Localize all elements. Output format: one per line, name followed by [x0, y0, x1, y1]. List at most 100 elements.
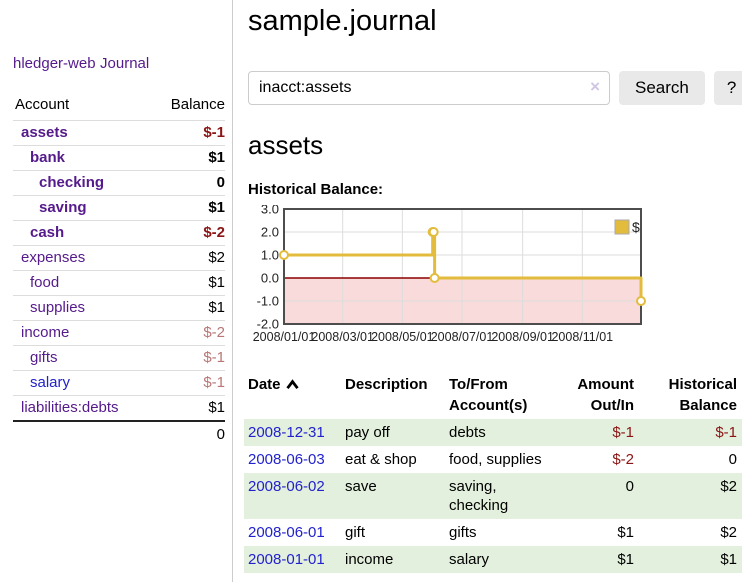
search-button[interactable]: Search: [619, 71, 705, 105]
cell-description: income: [345, 551, 394, 568]
x-tick-label: 2008/07/01: [431, 330, 494, 344]
y-tick-label: 3.0: [261, 205, 279, 217]
account-link-food[interactable]: food: [30, 274, 60, 291]
register-row: 2008-01-01 income salary $1 $1: [244, 546, 742, 573]
col-header-date[interactable]: Date: [244, 371, 345, 419]
accounts-total: 0: [13, 420, 225, 447]
y-tick-label: 1.0: [261, 248, 279, 263]
transaction-date-link[interactable]: 2008-01-01: [248, 551, 325, 568]
x-tick-label: 2008/05/01: [371, 330, 434, 344]
account-row: cash $-2: [13, 220, 225, 245]
account-balance: $-2: [203, 324, 225, 341]
cell-date: 2008-01-01: [244, 546, 345, 573]
account-row: checking 0: [13, 170, 225, 195]
account-row: assets $-1: [13, 120, 225, 145]
cell-accounts: saving, checking: [449, 478, 509, 514]
y-tick-label: -2.0: [257, 317, 279, 332]
page-title: sample.journal: [248, 5, 437, 37]
cell-accounts: food, supplies: [449, 451, 542, 468]
account-link-cash[interactable]: cash: [30, 224, 65, 241]
account-row: saving $1: [13, 195, 225, 220]
cell-amount: $-1: [612, 424, 634, 441]
y-tick-label: 0.0: [261, 271, 279, 286]
account-link-assets[interactable]: assets: [21, 124, 68, 141]
account-link-bank[interactable]: bank: [30, 149, 66, 166]
account-balance: $1: [208, 199, 225, 216]
account-column-header: Account: [15, 96, 70, 113]
account-row: gifts $-1: [13, 345, 225, 370]
cell-accounts: debts: [449, 424, 486, 441]
account-balance: $1: [208, 149, 225, 166]
account-balance: $1: [208, 274, 225, 291]
cell-accounts: gifts: [449, 524, 477, 541]
y-tick-label: -1.0: [257, 294, 279, 309]
account-link-expenses[interactable]: expenses: [21, 249, 86, 266]
x-tick-label: 2008/03/01: [311, 330, 374, 344]
clear-search-icon[interactable]: ×: [590, 77, 600, 96]
cell-balance: 0: [728, 451, 737, 468]
cell-balance: $-1: [715, 424, 737, 441]
cell-description: gift: [345, 524, 366, 541]
cell-accounts: salary: [449, 551, 490, 568]
register-row: 2008-06-03 eat & shop food, supplies $-2 0: [244, 446, 742, 473]
account-balance: $1: [208, 399, 225, 416]
cell-amount: $1: [617, 551, 634, 568]
balance-column-header: Balance: [170, 96, 225, 113]
transaction-date-link[interactable]: 2008-06-03: [248, 451, 325, 468]
data-point-marker: [429, 273, 440, 283]
x-tick-label: 2008/11/01: [551, 330, 613, 344]
col-header-balance[interactable]: Historical Balance: [668, 376, 737, 414]
help-button[interactable]: ?: [713, 71, 742, 105]
account-balance: $2: [208, 249, 225, 266]
account-balance: $-1: [203, 374, 225, 391]
sidebar-item-journal[interactable]: Journal: [100, 55, 150, 72]
account-row: expenses $2: [13, 245, 225, 270]
accounts-list: assets $-1 bank $1 checking 0 saving $1 cash $-2 e…: [13, 120, 225, 420]
sidebar: hledger-web Journal Account Balance asse…: [0, 0, 233, 582]
account-link-income[interactable]: income: [21, 324, 70, 341]
account-balance: $-1: [203, 124, 225, 141]
accounts-table-header: Account Balance: [13, 94, 225, 120]
cell-description: eat & shop: [345, 451, 417, 468]
col-header-amount[interactable]: Amount Out/In: [577, 376, 634, 414]
account-link-checking[interactable]: checking: [39, 174, 105, 191]
account-row: food $1: [13, 270, 225, 295]
register-row: 2008-06-01 gift gifts $1 $2: [244, 519, 742, 546]
transaction-date-link[interactable]: 2008-12-31: [248, 424, 325, 441]
account-balance: $-2: [203, 224, 225, 241]
col-header-accounts[interactable]: To/From Account(s): [449, 376, 528, 414]
data-point-marker: [636, 296, 646, 306]
legend-label: $: [632, 219, 640, 235]
transaction-date-link[interactable]: 2008-06-01: [248, 524, 325, 541]
cell-balance: $1: [720, 551, 737, 568]
account-row: liabilities:debts $1: [13, 395, 225, 420]
account-link-saving[interactable]: saving: [39, 199, 87, 216]
cell-balance: $2: [720, 524, 737, 541]
main-content: sample.journal × Search ? assets Histori…: [233, 0, 742, 582]
account-row: bank $1: [13, 145, 225, 170]
search-input[interactable]: [248, 71, 610, 105]
register-row: 2008-06-02 save saving, checking 0 $2: [244, 473, 742, 519]
account-link-salary[interactable]: salary: [30, 374, 71, 391]
account-link-gifts[interactable]: gifts: [30, 349, 58, 366]
account-page-title: assets: [248, 130, 324, 160]
sort-asc-icon: [285, 379, 299, 390]
cell-balance: $2: [720, 478, 737, 495]
register-table: Date Description To/From Account(s) Amou…: [244, 371, 742, 573]
app-title-link[interactable]: hledger-web: [13, 55, 96, 72]
search-bar: × Search ?: [248, 71, 742, 105]
account-link-supplies[interactable]: supplies: [30, 299, 86, 316]
cell-description: pay off: [345, 424, 390, 441]
transaction-date-link[interactable]: 2008-06-02: [248, 478, 325, 495]
account-balance: $-1: [203, 349, 225, 366]
data-point-marker: [428, 227, 439, 237]
account-link-liabilities-debts[interactable]: liabilities:debts: [21, 399, 119, 416]
x-tick-label: 2008/09/01: [491, 330, 554, 344]
chart-label: Historical Balance:: [248, 181, 384, 198]
col-header-description[interactable]: Description: [345, 376, 428, 393]
data-point-marker: [279, 250, 289, 260]
account-row: income $-2: [13, 320, 225, 345]
balance-chart-svg: 3.0 2.0 1.0 0.0 -1.0 -2.02008/01/012008/03/01…: [253, 202, 646, 344]
account-balance: $1: [208, 299, 225, 316]
